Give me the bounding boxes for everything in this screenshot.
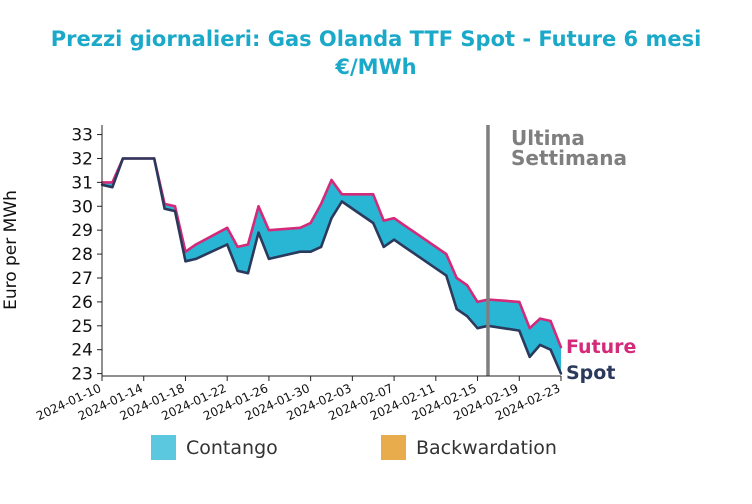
series-point-future — [309, 222, 311, 224]
series-point-spot — [529, 356, 531, 358]
y-tick-label: 33 — [71, 126, 93, 146]
y-tick-label: 29 — [71, 221, 93, 241]
series-point-future — [257, 205, 259, 207]
axes: 23242526272829303132332024-01-102024-01-… — [34, 125, 562, 423]
series-point-spot — [174, 210, 176, 212]
series-point-spot — [445, 274, 447, 276]
series-point-spot — [476, 327, 478, 329]
y-tick-label: 24 — [71, 341, 93, 361]
plot-area — [101, 125, 562, 376]
series-point-spot — [518, 329, 520, 331]
series-point-future — [383, 219, 385, 221]
y-tick-label: 26 — [71, 293, 93, 313]
series-point-spot — [341, 200, 343, 202]
series-point-spot — [257, 231, 259, 233]
series-point-future — [195, 243, 197, 245]
series-point-spot — [226, 243, 228, 245]
series-point-spot — [111, 186, 113, 188]
series-point-spot — [195, 258, 197, 260]
series-point-spot — [393, 239, 395, 241]
series-point-future — [236, 246, 238, 248]
legend-label-backwardation: Backwardation — [416, 437, 557, 459]
legend-swatch-contango — [151, 435, 176, 460]
series-point-spot — [236, 270, 238, 272]
series-point-future — [529, 327, 531, 329]
series-point-spot — [153, 157, 155, 159]
series-point-spot — [247, 272, 249, 274]
series-label-spot: Spot — [566, 362, 615, 384]
series-point-future — [174, 205, 176, 207]
series-point-future — [393, 217, 395, 219]
series-point-future — [299, 227, 301, 229]
legend: Contango Backwardation — [151, 435, 557, 460]
y-tick-label: 25 — [71, 317, 93, 337]
series-label-future: Future — [566, 336, 636, 358]
y-axis-label: Euro per MWh — [1, 190, 21, 310]
series-point-spot — [560, 372, 562, 374]
contango-band — [102, 159, 561, 374]
series-point-future — [518, 301, 520, 303]
series-point-spot — [330, 217, 332, 219]
series-point-future — [539, 317, 541, 319]
series-point-spot — [403, 246, 405, 248]
series-point-future — [372, 193, 374, 195]
series-point-spot — [320, 246, 322, 248]
chart-title: Prezzi giornalieri: Gas Olanda TTF Spot … — [51, 27, 702, 51]
series-point-spot — [549, 349, 551, 351]
y-tick-label: 32 — [71, 149, 93, 169]
y-tick-label: 27 — [71, 269, 93, 289]
y-tick-label: 30 — [71, 197, 93, 217]
series-point-future — [445, 253, 447, 255]
series-point-spot — [309, 251, 311, 253]
y-tick-label: 23 — [71, 365, 93, 385]
series-point-spot — [414, 253, 416, 255]
series-point-spot — [299, 251, 301, 253]
series-point-spot — [163, 208, 165, 210]
series-point-future — [403, 224, 405, 226]
series-point-spot — [184, 260, 186, 262]
series-point-future — [476, 301, 478, 303]
series-point-spot — [122, 157, 124, 159]
series-point-future — [226, 227, 228, 229]
series-point-spot — [466, 315, 468, 317]
series-point-future — [320, 203, 322, 205]
series-point-spot — [268, 258, 270, 260]
series-point-future — [549, 320, 551, 322]
vline-label-line2: Settimana — [511, 146, 627, 170]
series-point-future — [456, 277, 458, 279]
series-point-future — [247, 243, 249, 245]
series-point-spot — [372, 222, 374, 224]
series-point-future — [341, 193, 343, 195]
legend-swatch-backwardation — [381, 435, 406, 460]
series-point-spot — [383, 246, 385, 248]
series-point-future — [414, 231, 416, 233]
series-point-spot — [539, 344, 541, 346]
series-point-future — [330, 179, 332, 181]
series-point-spot — [456, 308, 458, 310]
chart-subtitle: €/MWh — [334, 55, 416, 79]
legend-label-contango: Contango — [186, 437, 278, 459]
series-point-future — [268, 229, 270, 231]
series-point-future — [466, 284, 468, 286]
series-point-future — [560, 346, 562, 348]
y-tick-label: 28 — [71, 245, 93, 265]
y-tick-label: 31 — [71, 173, 93, 193]
